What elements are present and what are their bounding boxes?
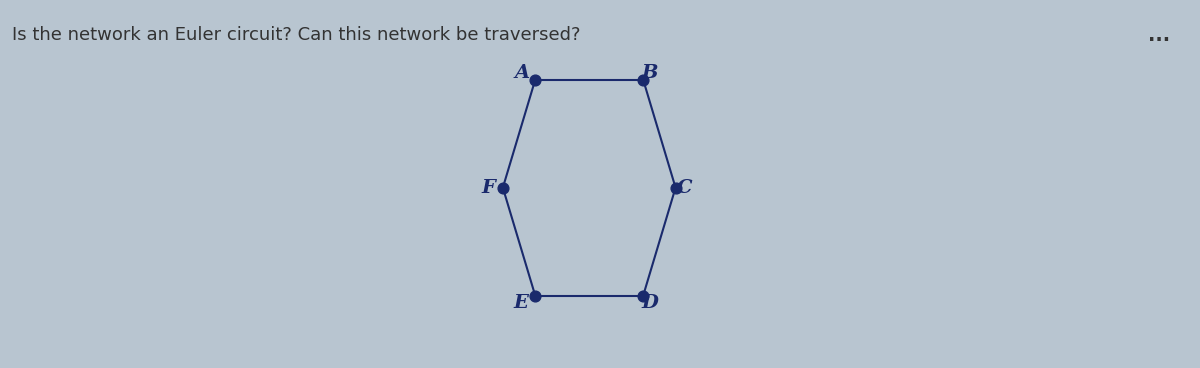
- Text: Is the network an Euler circuit? Can this network be traversed?: Is the network an Euler circuit? Can thi…: [12, 26, 581, 44]
- Point: [493, 185, 512, 191]
- Text: D: D: [641, 294, 658, 312]
- Text: F: F: [482, 179, 496, 197]
- Point: [634, 77, 653, 83]
- Text: A: A: [515, 64, 530, 82]
- Text: E: E: [514, 294, 529, 312]
- Point: [634, 293, 653, 298]
- Text: ...: ...: [1148, 26, 1170, 45]
- Point: [526, 77, 545, 83]
- Point: [526, 293, 545, 298]
- Text: C: C: [677, 179, 692, 197]
- Text: B: B: [642, 64, 658, 82]
- Point: [666, 185, 685, 191]
